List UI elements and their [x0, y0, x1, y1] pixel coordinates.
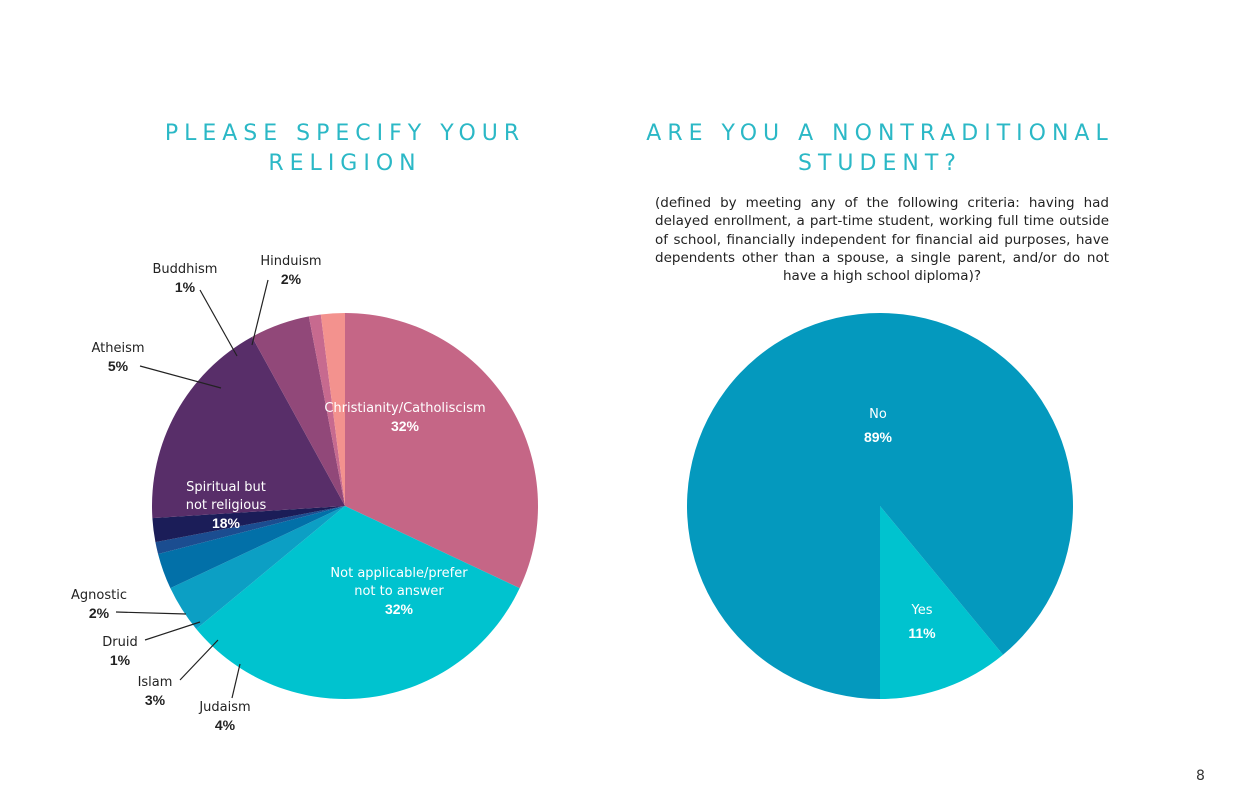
- religion-label-islam-leader-line: [179, 639, 219, 681]
- religion-slice-not-applicable-prefer-not-to-answer: [196, 506, 520, 699]
- nontraditional-pie: [686, 312, 1073, 699]
- religion-label-atheism-name: Atheism: [91, 341, 144, 356]
- religion-label-judaism-name: Judaism: [198, 700, 250, 715]
- religion-label-not-applicable-prefer-not-to-answer-name-line-1: Not applicable/prefer: [330, 566, 468, 581]
- religion-label-spiritual-but-not-religious-name-line-2: not religious: [186, 498, 267, 513]
- religion-label-christianity-catholiscism-pct: 32%: [391, 418, 420, 434]
- religion-label-hinduism-name: Hinduism: [260, 254, 321, 269]
- religion-label-atheism-pct: 5%: [108, 358, 129, 374]
- religion-label-agnostic-leader-line: [115, 611, 187, 615]
- nontraditional-label-no-name: No: [869, 407, 887, 422]
- religion-label-atheism-leader-line: [139, 365, 222, 389]
- nontraditional-chart-subtitle: (defined by meeting any of the following…: [655, 195, 1109, 285]
- religion-slice-agnostic: [152, 506, 345, 543]
- religion-slice-atheism: [252, 316, 345, 506]
- religion-label-hinduism-leader-line: [251, 279, 269, 346]
- religion-label-druid-leader-line: [144, 621, 201, 641]
- religion-slice-christianity-catholiscism: [345, 313, 539, 589]
- nontraditional-label-yes-pct: 11%: [908, 625, 936, 641]
- religion-label-not-applicable-prefer-not-to-answer-pct: 32%: [385, 601, 414, 617]
- nontraditional-label-no-pct: 89%: [864, 429, 893, 445]
- religion-slice-islam: [158, 506, 345, 589]
- religion-label-buddhism-name: Buddhism: [153, 262, 218, 277]
- religion-label-agnostic-name: Agnostic: [71, 588, 127, 603]
- religion-pie: [151, 313, 539, 699]
- religion-slice-hinduism: [320, 313, 345, 506]
- religion-label-hinduism-pct: 2%: [281, 271, 302, 287]
- religion-label-agnostic-pct: 2%: [89, 605, 110, 621]
- religion-label-druid-name: Druid: [102, 635, 137, 650]
- religion-label-judaism-leader-line: [231, 663, 241, 699]
- religion-slice-druid: [155, 506, 345, 554]
- nontraditional-chart-title: ARE YOU A NONTRADITIONAL STUDENT?: [646, 121, 1114, 176]
- religion-label-buddhism-pct: 1%: [175, 279, 196, 295]
- religion-label-buddhism-leader-line: [199, 289, 238, 357]
- religion-chart-title: PLEASE SPECIFY YOUR RELIGION: [164, 121, 526, 176]
- religion-label-judaism-pct: 4%: [215, 717, 236, 733]
- religion-slice-judaism: [170, 506, 345, 630]
- nontraditional-slice-no: [686, 312, 1073, 699]
- religion-label-islam-name: Islam: [138, 675, 173, 690]
- religion-label-christianity-catholiscism-name: Christianity/Catholiscism: [324, 401, 485, 416]
- slice-labels: Christianity/Catholiscism 32% Not applicab…: [71, 254, 936, 733]
- religion-label-spiritual-but-not-religious-pct: 18%: [212, 515, 241, 531]
- religion-slice-buddhism: [308, 314, 345, 506]
- religion-label-druid-pct: 1%: [110, 652, 131, 668]
- nontraditional-slice-yes: [880, 506, 1004, 699]
- nontraditional-label-yes-name: Yes: [911, 603, 933, 618]
- religion-label-islam-pct: 3%: [145, 692, 166, 708]
- religion-label-not-applicable-prefer-not-to-answer-name-line-2: not to answer: [354, 584, 444, 599]
- page-number: 8: [1196, 768, 1205, 784]
- religion-label-spiritual-but-not-religious-name-line-1: Spiritual but: [186, 480, 266, 495]
